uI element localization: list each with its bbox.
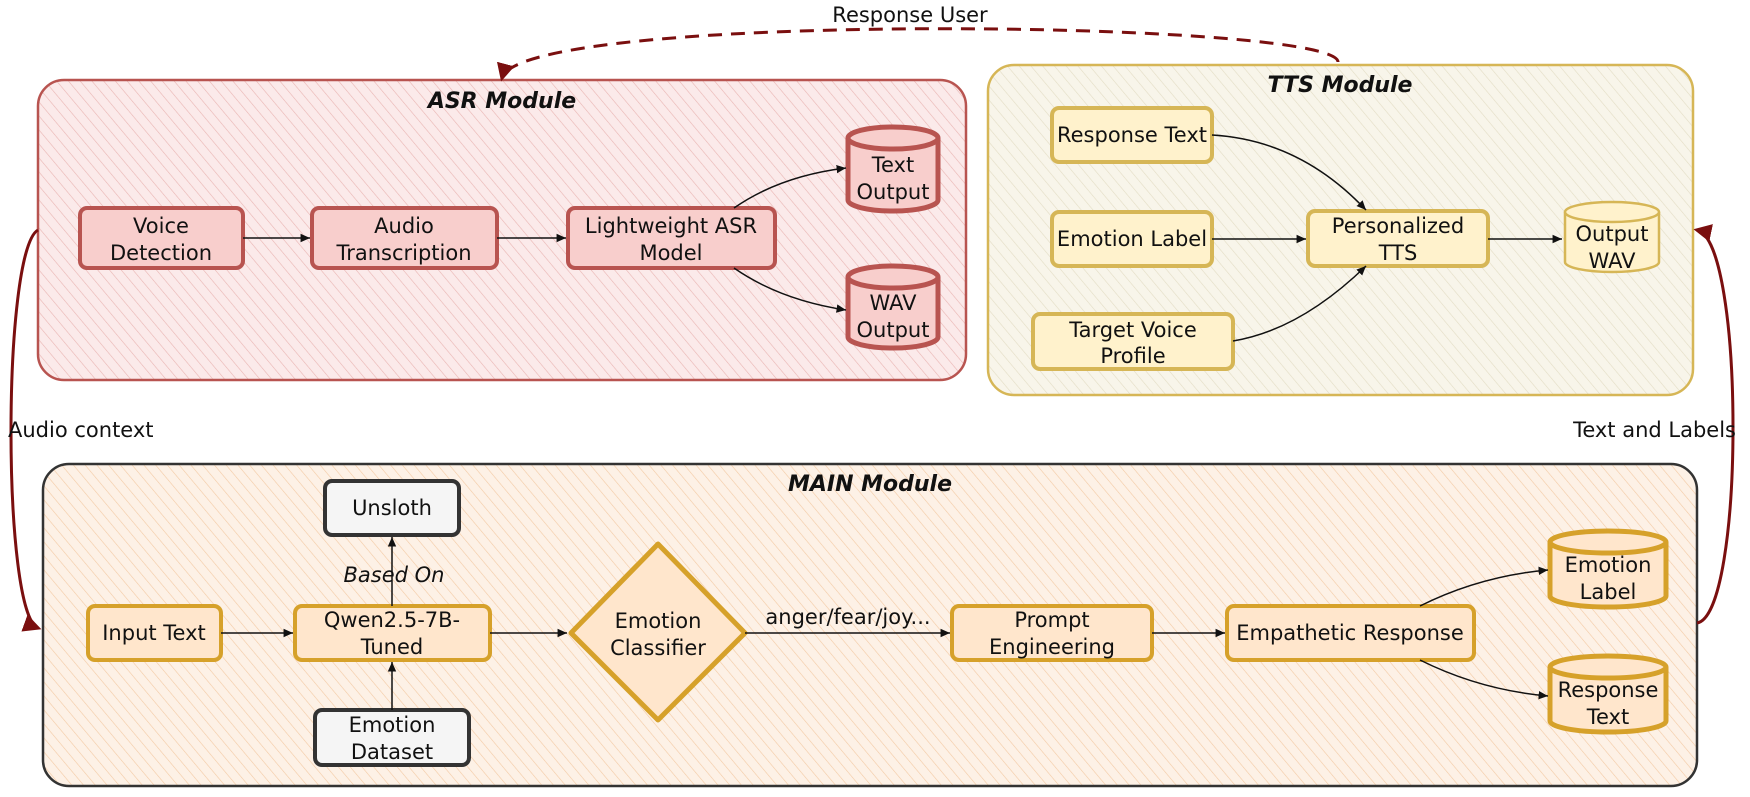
audio-transcription-node: Audio Transcription — [310, 206, 499, 270]
asr-module-title: ASR Module — [426, 89, 576, 114]
target-voice-profile-node: Target Voice Profile — [1031, 312, 1235, 371]
main-module-title: MAIN Module — [788, 472, 952, 497]
qwen-label-2: Tuned — [360, 635, 424, 659]
audio-transcription-label-1: Audio — [374, 214, 434, 238]
text-output-label-2: Output — [857, 180, 930, 204]
input-text-label: Input Text — [102, 621, 206, 645]
prompt-engineering-label-1: Prompt — [1014, 608, 1089, 632]
text-and-labels-label: Text and Labels — [1572, 418, 1736, 442]
audio-transcription-label-2: Transcription — [335, 241, 471, 265]
lightweight-asr-label-2: Model — [639, 241, 702, 265]
response-text-label: Response Text — [1057, 123, 1207, 147]
lightweight-asr-node: Lightweight ASR Model — [566, 206, 777, 270]
arrow-empathetic-to-response-text — [1419, 659, 1549, 700]
emotion-classifier-label-1: Emotion — [615, 609, 702, 633]
prompt-engineering-node: Prompt Engineering — [950, 604, 1154, 662]
output-wav-label-2: WAV — [1588, 249, 1636, 273]
emotion-dataset-node: Emotion Dataset — [313, 708, 471, 767]
arrow-asr-to-wav-output — [733, 267, 847, 313]
emotion-dataset-label-1: Emotion — [349, 713, 436, 737]
voice-detection-label-2: Detection — [110, 241, 212, 265]
response-user-arrow — [497, 27, 1340, 82]
emotion-classifier-label-2: Classifier — [610, 636, 706, 660]
text-and-labels-arrow — [1693, 224, 1735, 625]
empathetic-response-node: Empathetic Response — [1225, 604, 1476, 662]
response-text-output-cylinder: Response Text — [1547, 653, 1669, 735]
personalized-tts-label-2: TTS — [1378, 241, 1418, 265]
response-text-node: Response Text — [1050, 106, 1214, 164]
emotion-dataset-label-2: Dataset — [351, 740, 433, 764]
response-text-out-label-2: Text — [1586, 705, 1629, 729]
qwen-label-1: Qwen2.5-7B- — [324, 608, 460, 632]
empathetic-response-label: Empathetic Response — [1236, 621, 1464, 645]
tts-module: TTS Module Response Text Emotion Label T… — [986, 63, 1695, 397]
voice-detection-label-1: Voice — [133, 214, 189, 238]
main-module: MAIN Module Input Text Unsloth Based On … — [41, 462, 1699, 788]
arrow-response-text-to-tts — [1211, 134, 1367, 211]
tts-module-title: TTS Module — [1268, 73, 1413, 98]
wav-output-label-2: Output — [857, 318, 930, 342]
voice-detection-node: Voice Detection — [78, 206, 245, 270]
text-output-label-1: Text — [871, 153, 914, 177]
prompt-engineering-label-2: Engineering — [989, 635, 1115, 659]
emotion-label-output-cylinder: Emotion Label — [1547, 528, 1669, 610]
emotion-label-node: Emotion Label — [1050, 210, 1214, 268]
audio-context-arrow — [9, 228, 42, 632]
emotion-classifier-diamond: Emotion Classifier — [568, 541, 748, 723]
emotion-label-label: Emotion Label — [1057, 227, 1207, 251]
target-voice-label-1: Target Voice — [1068, 318, 1197, 342]
output-wav-label-1: Output — [1576, 222, 1649, 246]
emotion-label-out-label-1: Emotion — [1565, 553, 1652, 577]
response-text-out-label-1: Response — [1558, 678, 1659, 702]
input-text-node: Input Text — [86, 604, 223, 662]
qwen-model-node: Qwen2.5-7B- Tuned — [293, 604, 492, 662]
asr-module: ASR Module Voice Detection Audio Transcr… — [36, 78, 968, 382]
text-output-cylinder: Text Output — [845, 124, 941, 214]
arrow-asr-to-text-output — [733, 164, 847, 209]
arrow-empathetic-to-emotion-label — [1419, 566, 1549, 607]
personalized-tts-label-1: Personalized — [1332, 214, 1464, 238]
wav-output-label-1: WAV — [869, 291, 917, 315]
unsloth-node: Unsloth — [323, 479, 461, 537]
wav-output-cylinder: WAV Output — [845, 263, 941, 351]
personalized-tts-node: Personalized TTS — [1306, 209, 1490, 268]
emotion-classes-label: anger/fear/joy... — [765, 605, 930, 629]
output-wav-cylinder: Output WAV — [1563, 200, 1661, 274]
response-user-label: Response User — [832, 3, 988, 27]
emotion-label-out-label-2: Label — [1580, 580, 1637, 604]
target-voice-label-2: Profile — [1100, 344, 1165, 368]
arrow-target-voice-to-tts — [1232, 265, 1367, 342]
audio-context-label: Audio context — [8, 418, 154, 442]
based-on-label: Based On — [344, 563, 445, 587]
lightweight-asr-label-1: Lightweight ASR — [585, 214, 757, 238]
unsloth-label: Unsloth — [352, 496, 432, 520]
loop-connectors: Response User Audio context Text and Lab… — [8, 3, 1736, 632]
